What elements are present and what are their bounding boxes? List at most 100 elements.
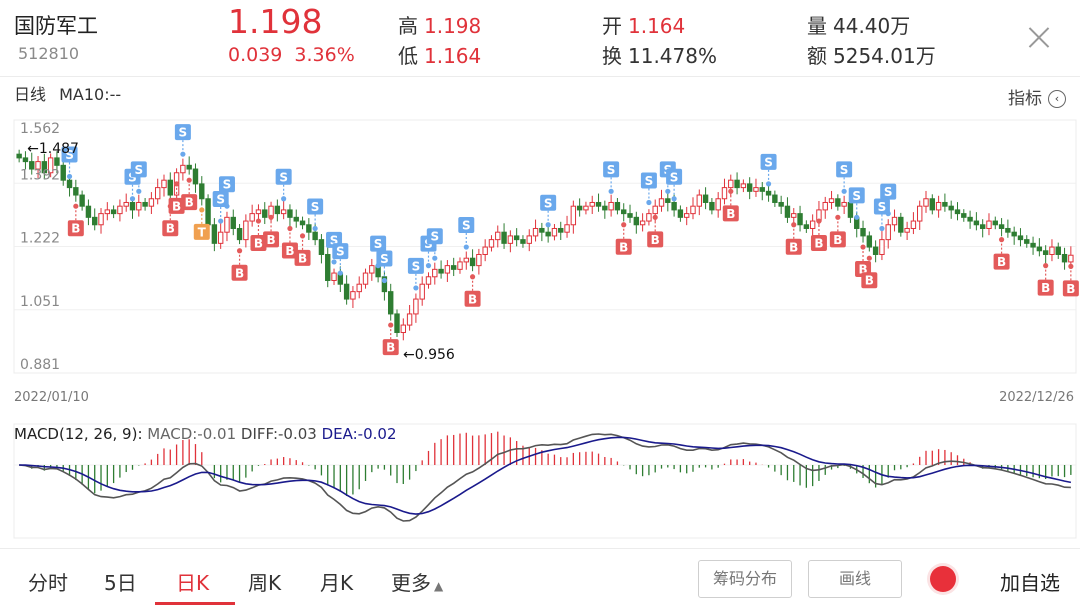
signal-label: S (311, 200, 320, 214)
signal-tag-sell (640, 172, 657, 189)
signal-label: B (997, 255, 1006, 269)
candle (60, 164, 66, 181)
candle (381, 276, 388, 293)
amount-value: 5254.01万 (833, 44, 936, 68)
candle (558, 227, 564, 233)
price-change: 0.039 3.36% (228, 44, 355, 66)
signal-label: B (71, 222, 80, 236)
y-tick-label: 1.222 (20, 231, 60, 247)
candle (671, 201, 677, 211)
x-start-label: 2022/01/10 (14, 390, 89, 405)
signal-tag-buy (647, 231, 664, 248)
indicator-button[interactable]: 指标 ‹ (1008, 84, 1066, 109)
signal-dot (665, 188, 671, 194)
signal-label: S (462, 219, 471, 233)
volume-value: 44.40万 (833, 14, 911, 38)
candle (539, 227, 545, 233)
candle (1042, 250, 1049, 255)
candle (274, 205, 281, 215)
signal-label: S (216, 193, 225, 207)
signal-dot (835, 214, 841, 220)
candle (998, 224, 1005, 229)
candle (154, 187, 161, 200)
signal-tag-sell (332, 243, 349, 260)
signal-dot (866, 255, 872, 261)
candle (847, 201, 854, 218)
candle (1030, 242, 1036, 248)
signal-dot (728, 188, 734, 194)
candle (841, 201, 847, 207)
candle (85, 205, 92, 218)
draw-line-button[interactable]: 画线 (808, 560, 902, 598)
candle (331, 272, 337, 281)
add-watchlist-button[interactable]: 加自选 (1000, 571, 1060, 595)
candle (551, 227, 558, 237)
macd-chart[interactable]: MACD(12, 26, 9): MACD:-0.01 DIFF:-0.03 D… (0, 420, 1080, 540)
macd-grid (13, 423, 1077, 539)
tab-weekly-k[interactable]: 周K (248, 571, 282, 595)
candle (66, 179, 73, 189)
candle (444, 265, 451, 274)
signal-dot (381, 277, 388, 284)
record-icon[interactable] (930, 566, 956, 592)
header-divider (0, 76, 1080, 77)
signal-tag-sell (174, 124, 191, 141)
signal-tag-sell (130, 161, 147, 178)
signal-dot (671, 196, 677, 202)
fund-code: 512810 (18, 44, 80, 63)
tab-5day[interactable]: 5日 (104, 571, 137, 595)
signal-tag-buy (162, 220, 179, 237)
tab-monthly-k[interactable]: 月K (320, 571, 354, 595)
signal-dot (268, 214, 274, 220)
tab-intraday[interactable]: 分时 (28, 571, 68, 595)
candle (677, 209, 684, 218)
close-icon[interactable] (1028, 26, 1050, 48)
candle (602, 205, 608, 211)
candle (1005, 227, 1011, 233)
candle (236, 227, 243, 241)
candle (910, 220, 917, 229)
candle (885, 224, 891, 241)
candle (362, 272, 369, 285)
signal-tag-buy (810, 235, 827, 252)
candle (1011, 231, 1017, 237)
candle (709, 201, 715, 211)
signal-label: B (298, 251, 307, 265)
candle (835, 198, 841, 207)
triangle-up-icon: ▲ (434, 579, 444, 593)
candle (652, 205, 658, 215)
candle (243, 220, 249, 241)
kline-grid (13, 119, 1077, 374)
signal-dot (199, 207, 205, 213)
signal-label: B (468, 292, 477, 306)
signal-tag-sell (407, 257, 424, 274)
tab-more[interactable]: 更多 ▲ (391, 567, 443, 596)
signal-dot (841, 188, 847, 194)
signal-tag-buy (294, 249, 311, 266)
tab-daily-k[interactable]: 日K (176, 571, 210, 595)
candle (986, 220, 992, 229)
candle (104, 209, 111, 215)
signal-label: B (651, 233, 660, 247)
candle (872, 246, 879, 255)
candle (54, 157, 60, 166)
kline-chart[interactable]: SBSSBBSBTSSBBBSBBSSSSSBSSSSBSSBSBSSBSBBB… (0, 108, 1080, 408)
candle (280, 209, 287, 215)
signal-dot (337, 270, 343, 276)
signal-tag-sell (218, 176, 235, 193)
candle (658, 198, 665, 207)
candle (41, 161, 48, 174)
signal-label: B (266, 233, 275, 247)
candle (488, 239, 495, 248)
macd-legend-title: MACD(12, 26, 9): (14, 425, 143, 443)
signal-tag-sell (880, 183, 897, 200)
candle (425, 276, 432, 285)
chip-distribution-button[interactable]: 筹码分布 (698, 560, 792, 598)
macd-legend-macd: MACD:-0.01 (143, 425, 237, 443)
candle (564, 224, 570, 233)
candle (98, 213, 104, 226)
signal-label: S (179, 126, 188, 140)
candle (35, 161, 41, 170)
y-tick-label: 1.051 (20, 294, 60, 310)
candle (482, 246, 488, 255)
